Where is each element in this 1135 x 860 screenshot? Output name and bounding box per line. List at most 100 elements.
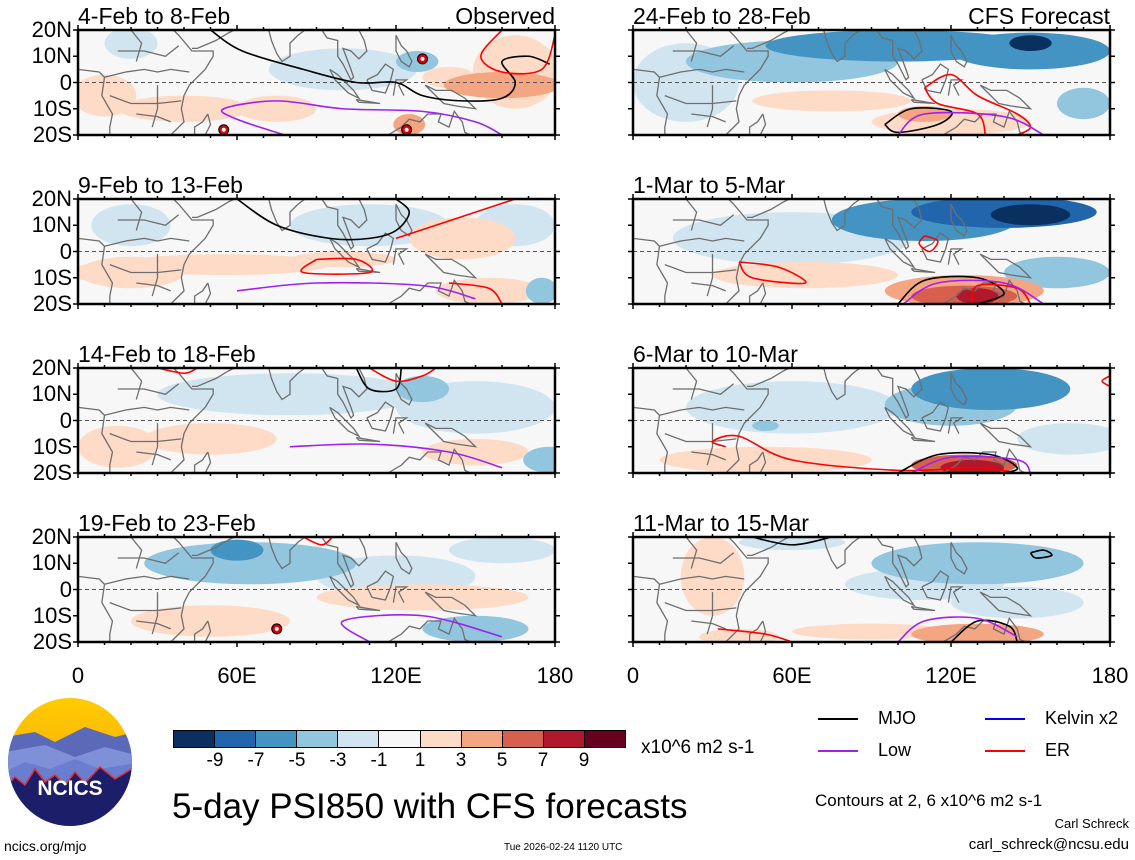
colorbar-units: x10^6 m2 s-1 — [641, 737, 755, 758]
coastline — [672, 214, 735, 226]
contour-low — [340, 614, 503, 642]
coastline — [706, 254, 714, 297]
figure-title: 5-day PSI850 with CFS forecasts — [172, 787, 688, 826]
anomaly-region — [752, 90, 912, 112]
legend-kelvin-label: Kelvin x2 — [1045, 708, 1119, 728]
coastline — [633, 68, 669, 135]
anomaly-region — [686, 381, 898, 434]
legend-mjo-line — [818, 718, 858, 720]
coastline — [876, 30, 923, 81]
map-panel — [73, 25, 560, 140]
contour-er — [369, 368, 437, 383]
coastline — [104, 575, 190, 585]
contour-er — [924, 73, 1032, 135]
coastline — [979, 422, 1033, 448]
contour-er — [971, 283, 1032, 304]
coastline — [876, 199, 923, 250]
contour-er — [302, 537, 333, 546]
coastline — [151, 85, 159, 128]
website-link[interactable]: ncics.org/mjo — [4, 838, 87, 854]
coastline — [136, 451, 171, 461]
contour-low — [902, 279, 1045, 304]
coastline — [672, 45, 735, 57]
anomaly-region — [422, 438, 529, 466]
lat-tick-label: 10S — [32, 264, 72, 290]
coastline — [921, 401, 950, 432]
contour-er — [923, 87, 987, 135]
coastline — [633, 575, 669, 642]
coastline — [685, 199, 698, 231]
colorbar-swatch — [542, 731, 584, 747]
coastline — [104, 68, 190, 78]
legend-er-line — [985, 750, 1025, 752]
coastline — [329, 237, 361, 269]
map-panel — [73, 194, 560, 309]
coastline — [130, 199, 143, 231]
contour-er — [300, 257, 374, 275]
coastline — [822, 537, 862, 570]
coastline — [748, 282, 767, 304]
contour-er — [395, 199, 516, 240]
coastline — [170, 537, 214, 642]
author: Carl Schreck — [1054, 816, 1129, 831]
panel-title: 1-Mar to 5-Mar — [633, 172, 786, 198]
anomaly-region — [268, 48, 418, 91]
coastline — [151, 423, 159, 466]
lat-tick-label: 20S — [32, 291, 72, 316]
coastline — [979, 84, 1033, 110]
coastline — [822, 199, 862, 232]
colorbar — [173, 730, 626, 748]
coastline — [392, 586, 409, 603]
coastline — [664, 95, 737, 105]
coastline — [170, 199, 214, 304]
coastline — [109, 433, 182, 443]
contour-mjo — [950, 619, 1019, 642]
coastline — [170, 368, 214, 473]
coastline — [191, 30, 235, 50]
lon-tick-label: 180 — [536, 663, 574, 688]
coastline — [746, 537, 790, 557]
coastline — [822, 368, 862, 401]
anomaly-region — [449, 537, 555, 564]
coastline — [193, 113, 212, 135]
anomaly-region — [525, 277, 555, 304]
map-panel — [73, 363, 560, 478]
coastline — [691, 451, 726, 461]
contour-er — [479, 30, 555, 75]
coastline — [109, 264, 182, 274]
coastline — [193, 451, 212, 473]
colorbar-swatch — [583, 731, 626, 747]
legend-er-label: ER — [1045, 740, 1071, 760]
coastline — [659, 68, 745, 78]
coastline — [78, 237, 114, 304]
coastline — [321, 537, 368, 588]
contour-er — [1101, 375, 1110, 388]
coastline — [193, 282, 212, 304]
coastline — [366, 63, 395, 94]
contour-er — [157, 368, 198, 375]
coastline — [109, 602, 182, 612]
coastline — [706, 592, 714, 635]
contour-er — [448, 282, 503, 304]
coastline — [395, 541, 413, 575]
contour-er — [711, 434, 1018, 473]
coastline — [950, 541, 968, 575]
lat-tick-label: 10S — [32, 602, 72, 628]
colorbar-tick-label: -5 — [288, 750, 306, 771]
coastline — [884, 406, 916, 438]
coastline — [746, 368, 790, 388]
anomaly-region — [144, 542, 357, 585]
contour-mjo — [236, 199, 411, 241]
colorbar-swatch — [419, 731, 461, 747]
anomaly-region — [290, 251, 396, 268]
coastline — [395, 372, 413, 406]
coastline — [921, 570, 950, 601]
coastline — [979, 591, 1033, 617]
lat-tick-label: 10N — [31, 550, 72, 576]
coastline — [947, 79, 964, 96]
contour-low — [236, 281, 476, 300]
map-panel — [628, 25, 1115, 140]
coastline — [191, 368, 235, 388]
lat-tick-label: 20N — [31, 355, 72, 380]
anomaly-region — [117, 95, 251, 122]
